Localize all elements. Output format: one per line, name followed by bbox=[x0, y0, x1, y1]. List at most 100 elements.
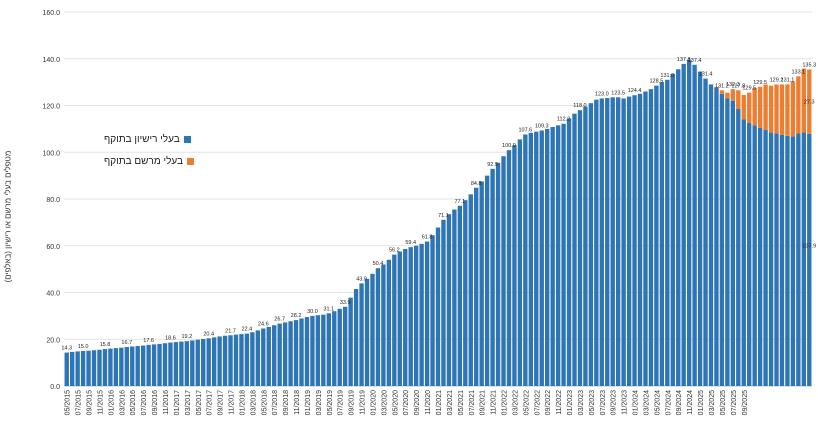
bar-license bbox=[484, 175, 490, 386]
y-tick-label: 120.0 bbox=[42, 104, 60, 111]
bar-prescription bbox=[730, 89, 736, 101]
bar-license bbox=[151, 344, 157, 386]
bar-license bbox=[555, 125, 561, 387]
legend-label-license: בעלי רישיון בתוקף bbox=[104, 133, 180, 145]
bar-license bbox=[332, 311, 337, 386]
x-tick-label: 05/2022 bbox=[523, 390, 530, 415]
bar-license bbox=[173, 342, 179, 386]
bar-license bbox=[359, 283, 364, 386]
bar-license bbox=[676, 69, 681, 387]
y-axis-title: מטפלים בעלי מרשם או רישיון (באלפים) bbox=[3, 150, 13, 283]
bar-license bbox=[97, 349, 102, 386]
x-tick-label: 11/2019 bbox=[360, 390, 367, 415]
legend-label-prescription: בעלי מרשם בתוקף bbox=[104, 155, 183, 167]
bar-license bbox=[222, 335, 228, 386]
x-tick-label: 09/2021 bbox=[480, 390, 487, 415]
bar-license bbox=[315, 315, 321, 386]
x-tick-label: 03/2024 bbox=[643, 390, 650, 415]
bar-license bbox=[708, 84, 714, 387]
x-tick-label: 05/2020 bbox=[392, 390, 399, 415]
x-tick-label: 11/2016 bbox=[163, 390, 170, 415]
data-label: 132.3 bbox=[726, 82, 740, 88]
data-label: 112.2 bbox=[557, 117, 570, 123]
bar-license bbox=[364, 278, 370, 386]
data-label: 131.1 bbox=[781, 77, 795, 83]
x-tick-label: 03/2023 bbox=[578, 390, 585, 415]
x-tick-label: 11/2018 bbox=[294, 390, 301, 415]
bar-prescription bbox=[725, 92, 730, 99]
bar-license bbox=[408, 247, 413, 386]
bar-license bbox=[282, 322, 288, 386]
bar-license bbox=[86, 350, 91, 386]
x-tick-label: 01/2017 bbox=[174, 390, 181, 415]
bar-license bbox=[162, 343, 168, 386]
bar-license bbox=[468, 194, 473, 386]
bar-license bbox=[659, 82, 665, 386]
bar-license bbox=[304, 317, 310, 386]
x-tick-label: 11/2024 bbox=[687, 390, 694, 415]
data-label: 84.8 bbox=[471, 181, 482, 187]
x-tick-label: 11/2022 bbox=[556, 390, 563, 415]
y-tick-label: 80.0 bbox=[46, 197, 60, 204]
bar-license bbox=[244, 333, 250, 386]
bar-license bbox=[348, 297, 353, 386]
bar-license bbox=[643, 91, 648, 386]
bar-prescription bbox=[719, 90, 725, 94]
data-label: 131.0 bbox=[660, 73, 674, 79]
bar-prescription bbox=[757, 86, 763, 128]
bar-license bbox=[637, 93, 643, 386]
x-tick-label: 05/2024 bbox=[654, 390, 661, 415]
x-tick-label: 07/2022 bbox=[534, 390, 541, 415]
bar-license bbox=[588, 103, 594, 386]
bar-license bbox=[337, 308, 342, 386]
bar-license bbox=[752, 125, 757, 387]
bar-prescription bbox=[752, 87, 757, 126]
bar-license bbox=[146, 344, 151, 386]
x-tick-label: 05/2021 bbox=[458, 390, 465, 415]
x-tick-label: 07/2016 bbox=[141, 390, 148, 415]
bar-license bbox=[266, 326, 271, 386]
bar-license bbox=[228, 335, 233, 386]
bar-license bbox=[446, 214, 452, 386]
x-tick-label: 05/2025 bbox=[720, 390, 727, 415]
x-tick-label: 01/2016 bbox=[108, 390, 115, 415]
bar-license bbox=[250, 332, 255, 386]
data-label: 100.9 bbox=[502, 143, 516, 149]
y-tick-label: 100.0 bbox=[42, 150, 60, 157]
x-tick-label: 05/2016 bbox=[130, 390, 137, 415]
x-tick-label: 01/2022 bbox=[502, 390, 509, 415]
bar-license bbox=[665, 79, 670, 386]
bar-license bbox=[714, 87, 719, 386]
x-tick-label: 01/2025 bbox=[698, 390, 705, 415]
bar-prescription bbox=[807, 69, 812, 134]
bar-license bbox=[353, 288, 359, 386]
x-tick-label: 11/2020 bbox=[425, 390, 432, 415]
data-label: 24.6 bbox=[258, 321, 269, 327]
bar-license bbox=[747, 123, 752, 386]
bar-license bbox=[479, 181, 484, 386]
x-tick-label: 09/2017 bbox=[218, 390, 225, 415]
bar-license bbox=[725, 98, 730, 387]
bar-license bbox=[277, 323, 282, 386]
x-tick-label: 07/2023 bbox=[600, 390, 607, 415]
x-tick-label: 07/2025 bbox=[731, 390, 738, 415]
legend-item-prescription: בעלי מרשם בתוקף bbox=[104, 150, 194, 172]
bar-license bbox=[233, 334, 239, 386]
data-label: 33.9 bbox=[340, 300, 351, 306]
bar-license bbox=[790, 136, 796, 386]
bar-license bbox=[321, 314, 326, 386]
bar-license bbox=[135, 346, 140, 386]
data-label: 123.5 bbox=[611, 90, 625, 96]
bar-license bbox=[768, 132, 774, 386]
bar-license bbox=[474, 187, 479, 386]
bar-license bbox=[490, 168, 495, 386]
bar-license bbox=[119, 347, 124, 386]
bar-license bbox=[697, 71, 703, 386]
data-label: 59.4 bbox=[405, 240, 416, 246]
data-label: 127.8 bbox=[731, 83, 745, 89]
x-tick-label: 09/2022 bbox=[545, 390, 552, 415]
bar-license bbox=[342, 306, 348, 386]
bar-license bbox=[512, 145, 517, 386]
data-label: 107.9 bbox=[802, 243, 816, 249]
